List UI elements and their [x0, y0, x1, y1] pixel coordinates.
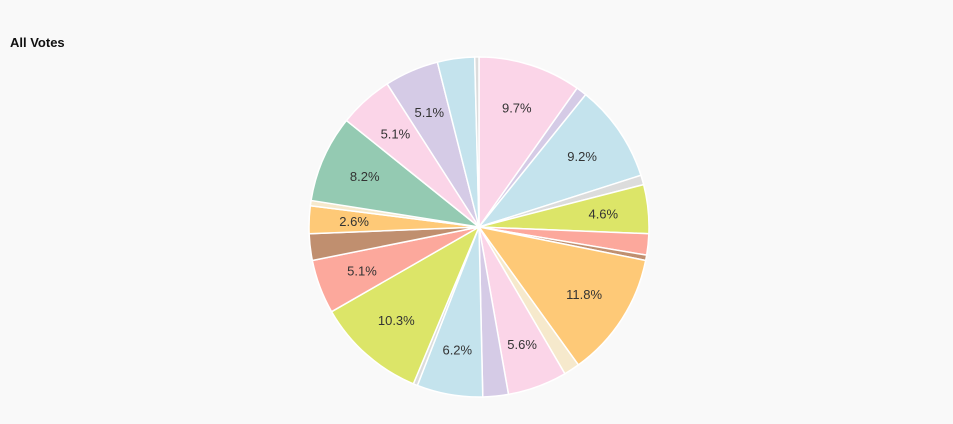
- pie-slice-8: [477, 225, 647, 366]
- pie-slice-label-12: 6.2%: [442, 343, 472, 358]
- pie-slice-label-14: 10.3%: [378, 313, 415, 328]
- pie-slice-3: [476, 93, 642, 229]
- chart-title: All Votes: [10, 35, 65, 50]
- pie-labels: 9.7% 9.2% 4.6% 11.8% 5.6% 6.2% 10.3% 5.1% 2.6% 8.…: [339, 100, 618, 357]
- pie-slice-label-15: 5.1%: [347, 264, 377, 279]
- pie-slice-label-17: 2.6%: [339, 214, 369, 229]
- pie-slice-label-20: 5.1%: [381, 127, 411, 142]
- pie-slices: [308, 56, 650, 398]
- pie-slice-label-21: 5.1%: [414, 105, 444, 120]
- pie-slice-14: [330, 225, 481, 385]
- pie-slice-label-10: 5.6%: [507, 337, 537, 352]
- pie-slice-label-3: 9.2%: [567, 149, 597, 164]
- pie-slice-19: [310, 119, 482, 229]
- pie-slice-1: [478, 56, 579, 230]
- pie-slice-label-1: 9.7%: [502, 100, 532, 115]
- pie-slice-label-5: 4.6%: [588, 206, 618, 221]
- pie-slice-label-19: 8.2%: [350, 169, 380, 184]
- pie-slice-label-8: 11.8%: [566, 287, 602, 302]
- pie-slice-23: [473, 56, 480, 228]
